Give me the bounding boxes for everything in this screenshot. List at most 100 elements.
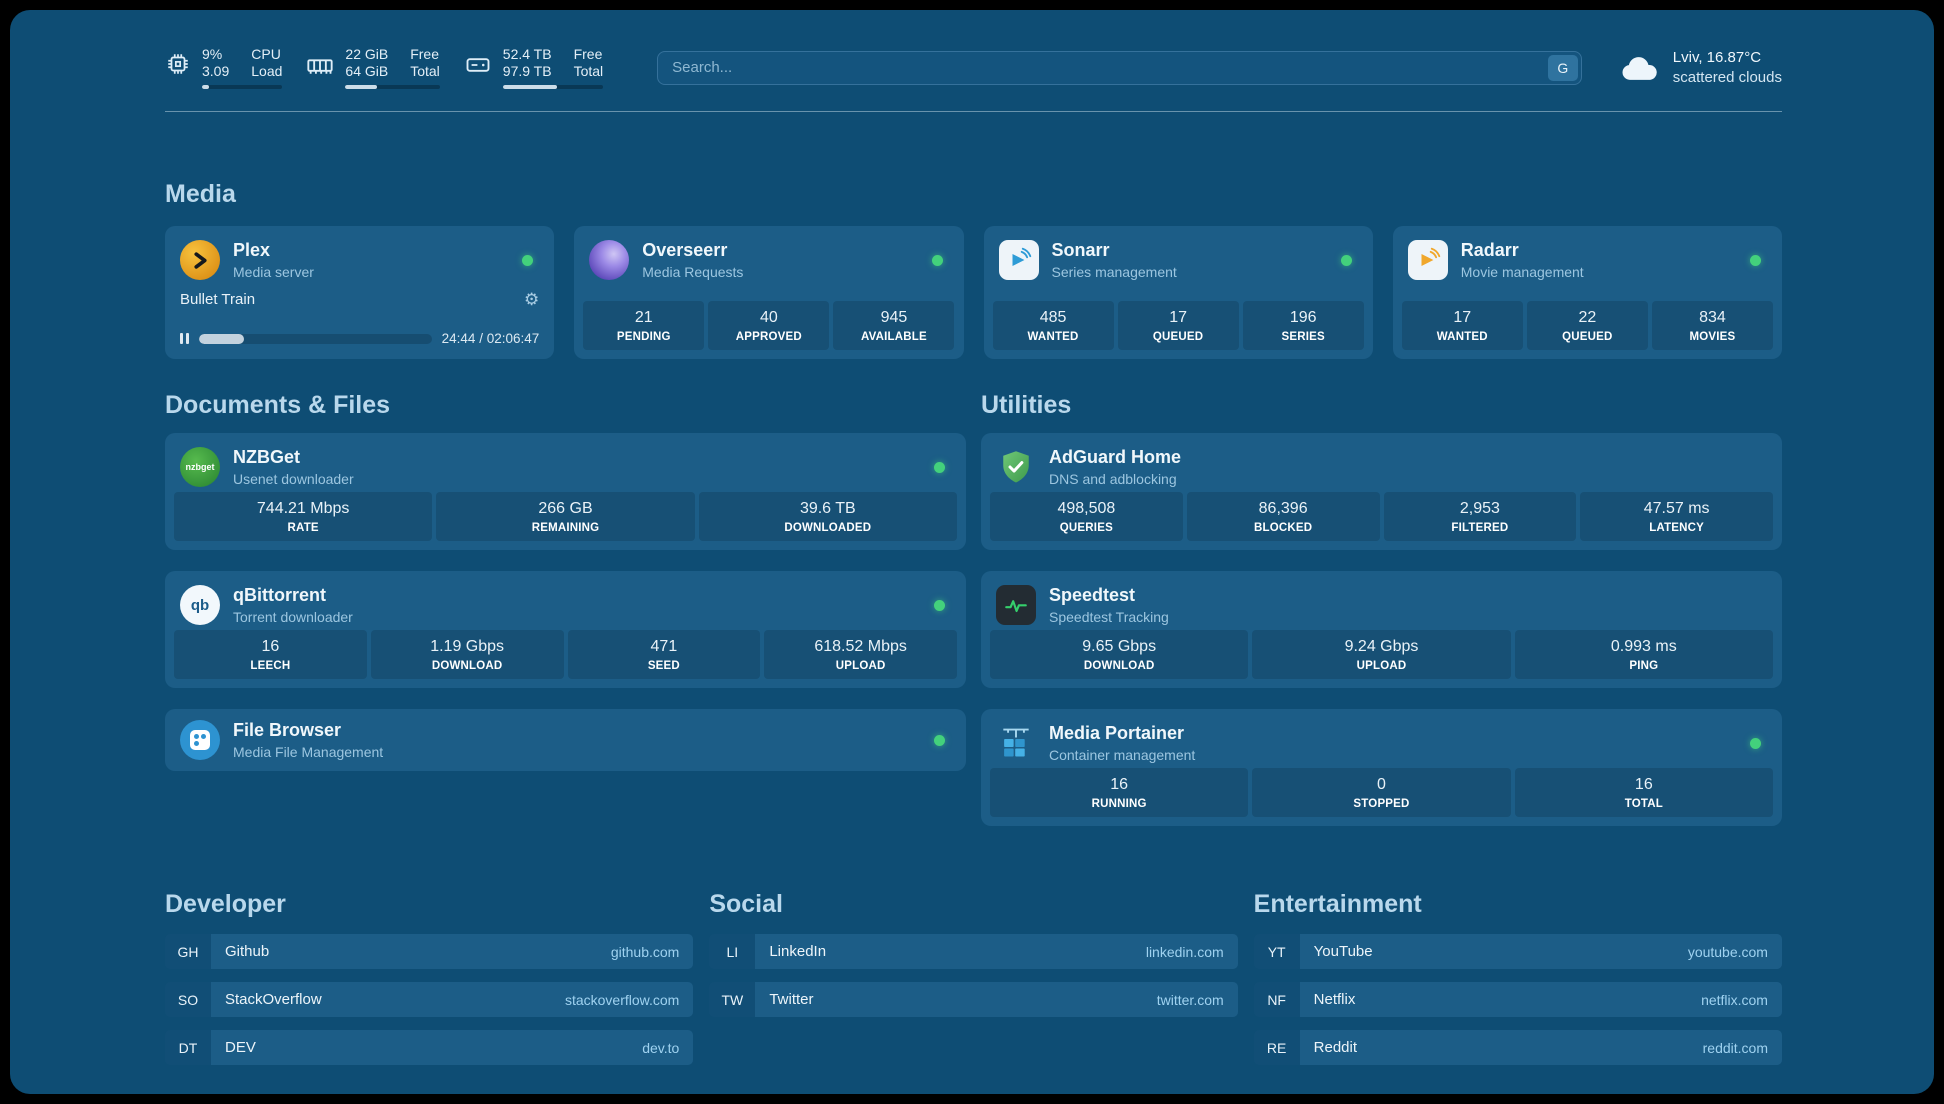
bookmark-name: Twitter [769,991,814,1008]
gear-icon[interactable]: ⚙ [524,290,540,309]
stat-value: 485 [1039,309,1067,326]
bookmark-netflix[interactable]: NF Netflix netflix.com [1253,982,1782,1017]
documents-section: Documents & Files nzbget NZBGet Usenet d… [165,391,966,826]
stat-label: WANTED [1027,331,1079,343]
stat-box: 266 GB REMAINING [436,492,695,541]
adguard-icon [996,447,1036,487]
bookmark-url: twitter.com [1156,991,1224,1008]
stat-value: 17 [1169,309,1188,326]
search-input[interactable] [657,50,1582,85]
entertainment-section-title: Entertainment [1253,890,1422,918]
cpu-progressbar [202,85,283,89]
stat-value: 0 [1377,776,1386,793]
bookmark-url: stackoverflow.com [564,991,680,1008]
status-dot [934,599,945,611]
card-subtitle: Torrent downloader [233,609,353,625]
cloud-icon [1618,53,1660,83]
bookmark-reddit[interactable]: RE Reddit reddit.com [1253,1030,1782,1065]
stat-box: 618.52 Mbps UPLOAD [764,630,957,679]
disk-progressbar [502,85,604,89]
speedtest-card[interactable]: Speedtest Speedtest Tracking 9.65 Gbps D… [981,571,1782,688]
bookmark-name: LinkedIn [769,943,827,960]
plex-now-playing: Bullet Train ⚙ [174,285,545,308]
cpu-icon [165,51,191,77]
stat-box: 2,953 FILTERED [1383,492,1577,541]
cpu-values: 9% 3.09 [202,46,229,80]
card-title: File Browser [233,720,342,740]
card-subtitle: DNS and adblocking [1049,471,1177,487]
bookmark-abbr: YT [1253,934,1300,969]
stat-box: 1.19 Gbps DOWNLOAD [370,630,564,679]
stat-value: 47.57 ms [1643,500,1710,517]
stat-box: 40 APPROVED [708,301,830,350]
developer-section: Developer GH Github github.com SO StackO… [165,890,694,1065]
stat-label: QUEUED [1152,331,1204,343]
stat-box: 22 QUEUED [1526,301,1648,350]
bookmark-twitter[interactable]: TW Twitter twitter.com [709,982,1238,1017]
stat-value: 17 [1453,309,1472,326]
cpu-load-value: 3.09 [202,63,230,79]
media-cards: Plex Media server Bullet Train ⚙ [165,226,1782,359]
cpu-labels: CPU Load [251,46,282,80]
stat-value: 86,396 [1258,500,1308,517]
playback-progressbar[interactable] [199,333,432,344]
cpu-readout: 9% 3.09 CPU Load [202,46,283,89]
bookmark-url: github.com [610,943,680,960]
now-playing-title: Bullet Train [180,291,256,308]
disk-icon [464,51,492,79]
stat-label: LEECH [250,660,291,672]
stat-value: 22 [1578,309,1597,326]
stat-label: FILTERED [1451,522,1509,534]
adguard-card[interactable]: AdGuard Home DNS and adblocking 498,508 … [981,433,1782,550]
stat-box: 744.21 Mbps RATE [174,492,433,541]
memory-progress-fill [345,85,378,89]
qbittorrent-card[interactable]: qb qBittorrent Torrent downloader 16 LEE… [165,571,966,688]
search-engine-button[interactable]: G [1547,54,1578,81]
stat-label: TOTAL [1624,798,1663,810]
bookmark-github[interactable]: GH Github github.com [165,934,694,969]
bookmark-name: Netflix [1313,991,1356,1008]
disk-total-value: 97.9 TB [502,63,552,79]
radarr-card[interactable]: Radarr Movie management 17 WANTED 22 QUE… [1392,226,1782,359]
card-title: Radarr [1460,240,1519,260]
stat-label: LATENCY [1649,522,1705,534]
stat-label: WANTED [1436,331,1488,343]
portainer-icon [996,723,1036,763]
stat-label: MOVIES [1689,331,1736,343]
status-dot [1340,254,1352,266]
stat-label: AVAILABLE [860,331,927,343]
bookmark-dev[interactable]: DT DEV dev.to [165,1030,694,1065]
qbittorrent-icon: qb [180,585,220,625]
bookmark-stackoverflow[interactable]: SO StackOverflow stackoverflow.com [165,982,694,1017]
card-title: Sonarr [1051,240,1110,260]
topbar-divider [165,111,1782,112]
stat-value: 2,953 [1459,500,1500,517]
stat-value: 834 [1699,309,1726,326]
memory-values: 22 GiB 64 GiB [345,46,388,80]
nzbget-card[interactable]: nzbget NZBGet Usenet downloader 744.21 M… [165,433,966,550]
bookmark-youtube[interactable]: YT YouTube youtube.com [1253,934,1782,969]
stat-box: 9.65 Gbps DOWNLOAD [990,630,1249,679]
stat-value: 9.24 Gbps [1344,638,1419,655]
media-section: Media Plex Media server [165,180,1782,359]
cpu-label: CPU [251,46,281,62]
bookmark-linkedin[interactable]: LI LinkedIn linkedin.com [709,934,1238,969]
speedtest-icon [996,585,1036,625]
stat-box: 0 STOPPED [1252,768,1511,817]
card-subtitle: Media Requests [642,264,744,280]
portainer-card[interactable]: Media Portainer Container management 16 … [981,709,1782,826]
stat-label: APPROVED [735,331,802,343]
sonarr-card[interactable]: Sonarr Series management 485 WANTED 17 Q… [983,226,1373,359]
weather-text: Lviv, 16.87°C scattered clouds [1673,48,1782,88]
dashboard-page: 9% 3.09 CPU Load [10,10,1934,1094]
pause-icon[interactable] [180,333,189,344]
cpu-load-label: Load [251,63,283,79]
overseerr-card[interactable]: Overseerr Media Requests 21 PENDING 40 A… [574,226,964,359]
weather-widget: Lviv, 16.87°C scattered clouds [1618,48,1782,88]
bookmark-url: reddit.com [1702,1039,1768,1056]
stat-label: QUEUED [1562,331,1613,343]
weather-condition: scattered clouds [1672,68,1782,86]
filebrowser-card[interactable]: File Browser Media File Management [165,709,966,771]
stat-label: QUERIES [1059,522,1113,534]
plex-card[interactable]: Plex Media server Bullet Train ⚙ [165,226,555,359]
